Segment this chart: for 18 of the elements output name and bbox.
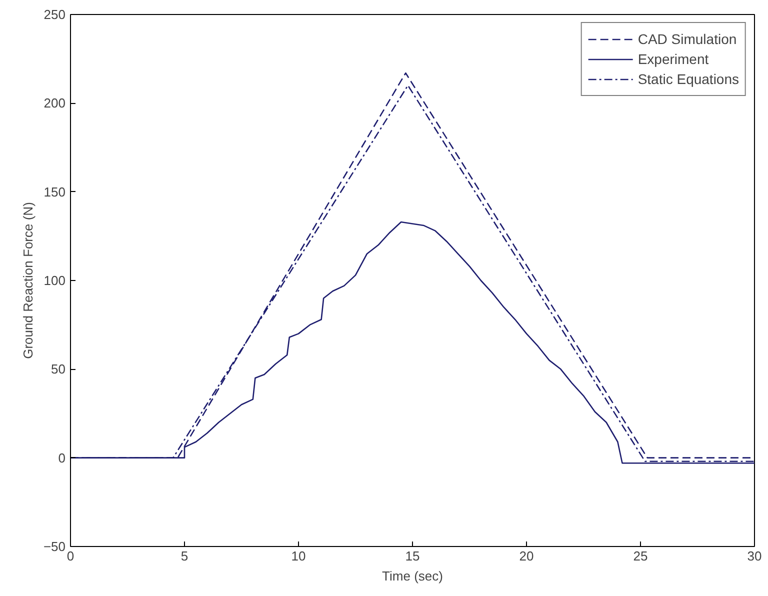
- y-tick-label: 100: [44, 273, 66, 288]
- x-tick-label: 25: [633, 548, 648, 564]
- x-tick-label: 10: [291, 548, 306, 564]
- x-tick-label: 5: [180, 548, 188, 564]
- x-tick-label: 20: [519, 548, 534, 564]
- y-axis-title: Ground Reaction Force (N): [20, 202, 36, 359]
- legend-label: Experiment: [638, 51, 709, 67]
- x-axis-title: Time (sec): [382, 568, 443, 584]
- y-tick-label: 250: [44, 7, 66, 22]
- y-tick-label: −50: [43, 539, 66, 554]
- x-tick-label: 30: [747, 548, 762, 564]
- x-tick-label: 15: [405, 548, 420, 564]
- legend-label: CAD Simulation: [638, 31, 737, 47]
- y-tick-label: 200: [44, 96, 66, 111]
- legend-label: Static Equations: [638, 71, 739, 87]
- y-tick-label: 0: [58, 450, 66, 466]
- y-tick-label: 50: [51, 362, 66, 377]
- y-tick-label: 150: [44, 184, 66, 200]
